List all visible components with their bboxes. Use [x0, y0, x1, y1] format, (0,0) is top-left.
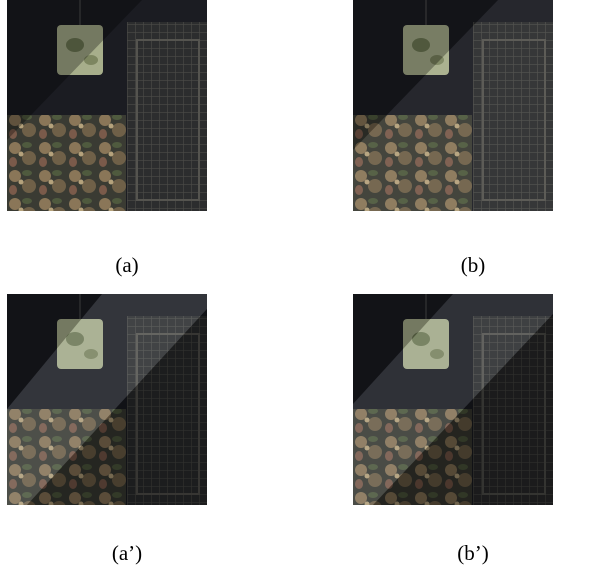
image-b — [353, 0, 553, 211]
image-b-prime — [353, 294, 553, 505]
caption: (b) — [413, 253, 533, 278]
image-a — [7, 0, 207, 211]
image-a-prime — [7, 294, 207, 505]
caption: (b’) — [413, 541, 533, 566]
caption: (a) — [67, 253, 187, 278]
figure-page: (a) (b) (a’) (b’) (() => { const data = … — [0, 0, 589, 572]
caption: (a’) — [67, 541, 187, 566]
